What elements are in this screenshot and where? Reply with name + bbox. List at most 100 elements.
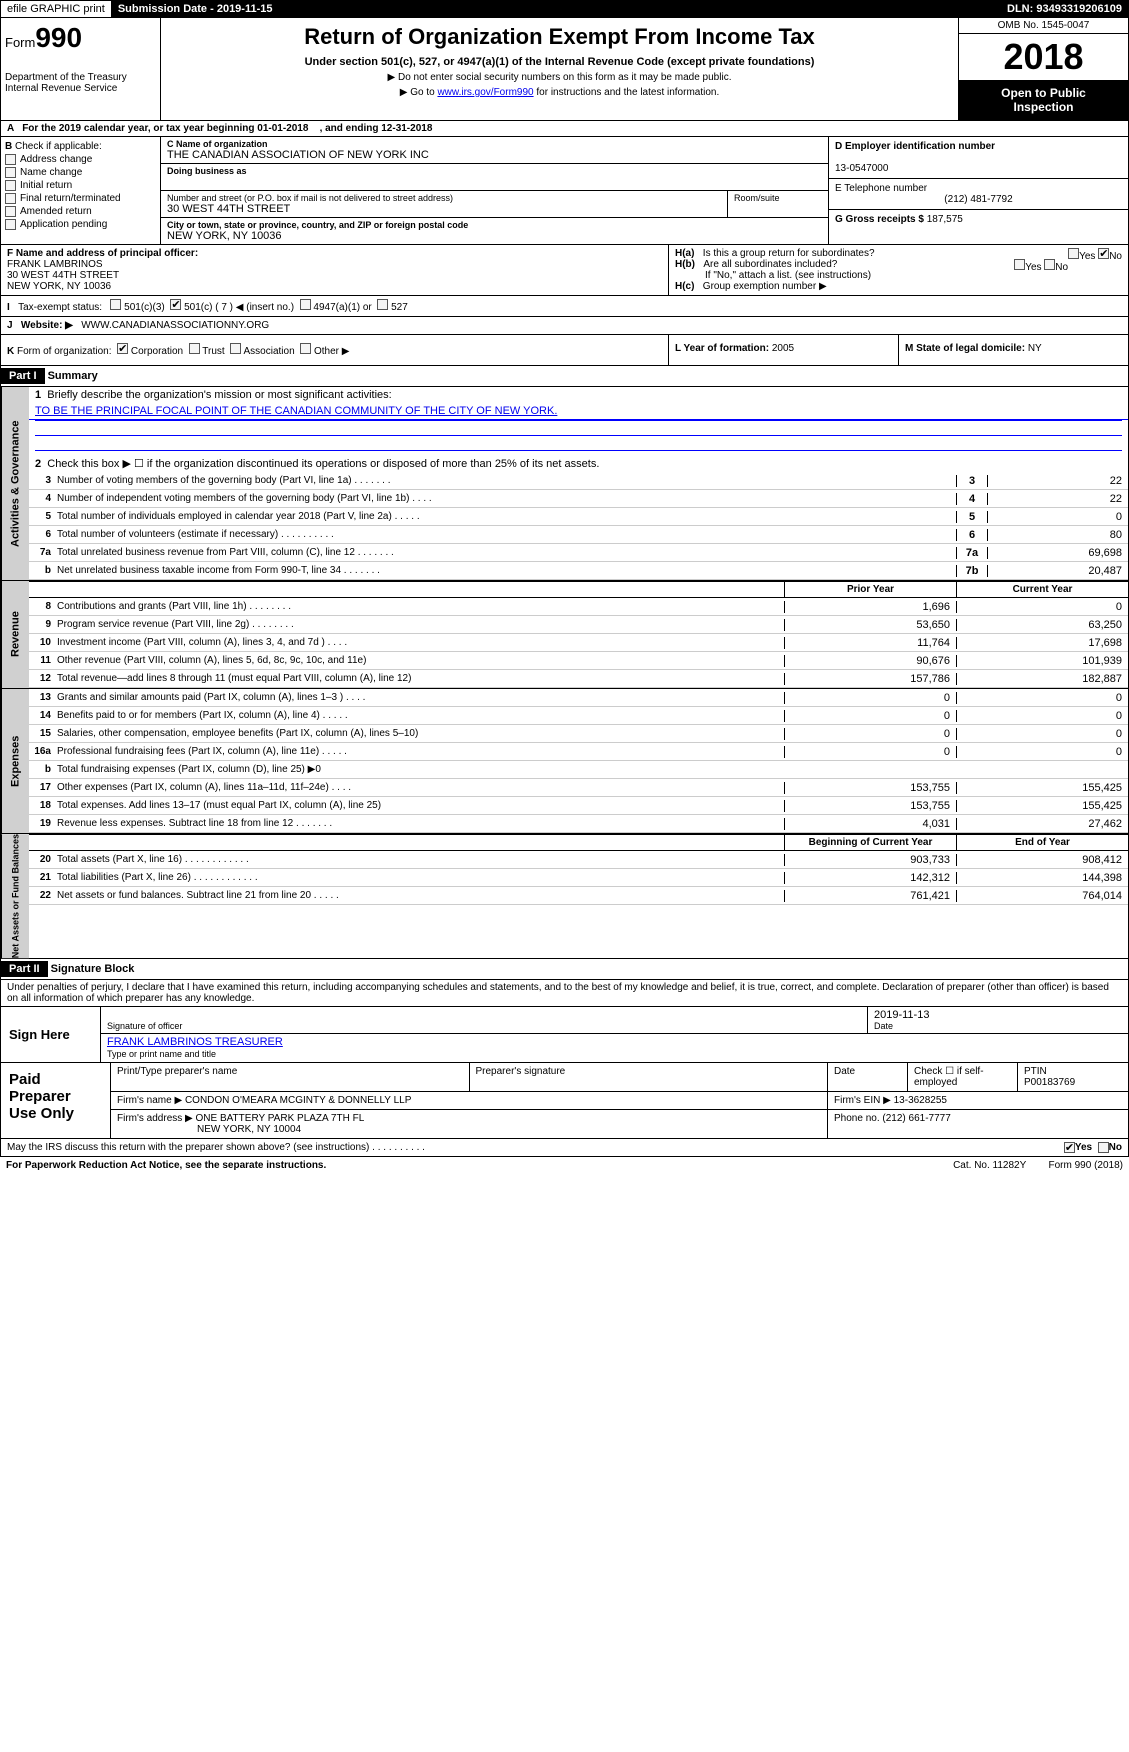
addr-lbl: Firm's address ▶ xyxy=(117,1113,193,1124)
current-val: 155,425 xyxy=(956,782,1128,794)
e-lbl: E Telephone number xyxy=(835,183,927,194)
rowa-end: 12-31-2018 xyxy=(381,123,432,134)
line-ref: 7a xyxy=(956,547,988,559)
officer-name: FRANK LAMBRINOS xyxy=(7,259,103,270)
row-k-l-m: K Form of organization: Corporation Trus… xyxy=(0,335,1129,366)
ein: 13-0547000 xyxy=(835,163,888,174)
firm-phone: (212) 661-7777 xyxy=(882,1113,950,1124)
line-num: 17 xyxy=(29,782,57,793)
ha-no-checkbox[interactable] xyxy=(1098,248,1109,259)
org-name: THE CANADIAN ASSOCIATION OF NEW YORK INC xyxy=(167,149,822,161)
b-item-label: Application pending xyxy=(20,219,107,230)
discuss-question: May the IRS discuss this return with the… xyxy=(7,1142,425,1153)
hdr-begin: Beginning of Current Year xyxy=(784,835,956,850)
prep-title: Paid Preparer Use Only xyxy=(1,1063,111,1138)
signature-block: Under penalties of perjury, I declare th… xyxy=(0,980,1129,1063)
revenue-section: Revenue Prior YearCurrent Year 8Contribu… xyxy=(0,581,1129,689)
hb-no-checkbox[interactable] xyxy=(1044,259,1055,270)
line-num: 4 xyxy=(29,493,57,504)
mission-text[interactable]: TO BE THE PRINCIPAL FOCAL POINT OF THE C… xyxy=(35,405,557,417)
signer-name[interactable]: FRANK LAMBRINOS TREASURER xyxy=(107,1036,283,1048)
form-title: Return of Organization Exempt From Incom… xyxy=(167,24,952,50)
b-label: Check if applicable: xyxy=(15,141,102,152)
opt-527: 527 xyxy=(391,302,408,313)
current-val: 63,250 xyxy=(956,619,1128,631)
current-val: 27,462 xyxy=(956,818,1128,830)
hb-yes-checkbox[interactable] xyxy=(1014,259,1025,270)
b-checkbox[interactable] xyxy=(5,193,16,204)
b-checkbox[interactable] xyxy=(5,206,16,217)
city-lbl: City or town, state or province, country… xyxy=(167,220,822,230)
b-checkbox[interactable] xyxy=(5,219,16,230)
row-f-h: F Name and address of principal officer:… xyxy=(0,245,1129,296)
ha-label: Is this a group return for subordinates? xyxy=(703,248,875,259)
trust-checkbox[interactable] xyxy=(189,343,200,354)
line-val: 22 xyxy=(988,475,1128,487)
b-item-label: Name change xyxy=(20,167,82,178)
corp-checkbox[interactable] xyxy=(117,343,128,354)
501c-checkbox[interactable] xyxy=(170,299,181,310)
spacer xyxy=(280,1,1002,17)
row-a: A For the 2019 calendar year, or tax yea… xyxy=(0,121,1129,137)
firm-addr1: ONE BATTERY PARK PLAZA 7TH FL xyxy=(196,1113,365,1124)
prior-val: 153,755 xyxy=(784,800,956,812)
discuss-yes-checkbox[interactable] xyxy=(1064,1142,1075,1153)
m-lbl: M State of legal domicile: xyxy=(905,343,1025,354)
expenses-section: Expenses 13Grants and similar amounts pa… xyxy=(0,689,1129,834)
prep-h5: PTIN xyxy=(1024,1066,1047,1077)
rowa-mid: , and ending xyxy=(320,123,382,134)
firm-name: CONDON O'MEARA MCGINTY & DONNELLY LLP xyxy=(185,1095,411,1106)
line-num: 11 xyxy=(29,655,57,666)
f-lbl: F Name and address of principal officer: xyxy=(7,248,198,259)
form-subtitle: Under section 501(c), 527, or 4947(a)(1)… xyxy=(167,56,952,68)
irs-link[interactable]: www.irs.gov/Form990 xyxy=(437,87,533,98)
ha-yes-checkbox[interactable] xyxy=(1068,248,1079,259)
vtab-netassets: Net Assets or Fund Balances xyxy=(1,834,29,958)
line-val: 20,487 xyxy=(988,565,1128,577)
4947-checkbox[interactable] xyxy=(300,299,311,310)
sig-lbl: Signature of officer xyxy=(107,1021,861,1031)
b-checkbox[interactable] xyxy=(5,167,16,178)
527-checkbox[interactable] xyxy=(377,299,388,310)
line-num: b xyxy=(29,565,57,576)
line-num: 7a xyxy=(29,547,57,558)
prior-val: 1,696 xyxy=(784,601,956,613)
assoc-checkbox[interactable] xyxy=(230,343,241,354)
activities-governance: Activities & Governance 1 Briefly descri… xyxy=(0,387,1129,581)
part2-header: Part II Signature Block xyxy=(0,959,1129,980)
opt-501c: 501(c) ( 7 ) ◀ (insert no.) xyxy=(184,302,294,313)
other-checkbox[interactable] xyxy=(300,343,311,354)
rowa-pre: For the 2019 calendar year, or tax year … xyxy=(22,123,257,134)
part1-header: Part I Summary xyxy=(0,366,1129,387)
top-bar: efile GRAPHIC print Submission Date - 20… xyxy=(0,0,1129,18)
officer-city: NEW YORK, NY 10036 xyxy=(7,281,111,292)
line-desc: Professional fundraising fees (Part IX, … xyxy=(57,744,784,759)
line-num: 6 xyxy=(29,529,57,540)
street-lbl: Number and street (or P.O. box if mail i… xyxy=(167,193,721,203)
line-desc: Total unrelated business revenue from Pa… xyxy=(57,545,956,560)
current-val: 908,412 xyxy=(956,854,1128,866)
line-num: 20 xyxy=(29,854,57,865)
room-lbl: Room/suite xyxy=(734,193,822,203)
current-val: 155,425 xyxy=(956,800,1128,812)
b-checkbox[interactable] xyxy=(5,180,16,191)
discuss-no-checkbox[interactable] xyxy=(1098,1142,1109,1153)
d-lbl: D Employer identification number xyxy=(835,141,995,152)
b-item-label: Initial return xyxy=(20,180,72,191)
501c3-checkbox[interactable] xyxy=(110,299,121,310)
line-desc: Program service revenue (Part VIII, line… xyxy=(57,617,784,632)
vtab-governance: Activities & Governance xyxy=(1,387,29,580)
part1-title: Summary xyxy=(48,370,98,382)
prior-val: 0 xyxy=(784,728,956,740)
col-c: C Name of organizationTHE CANADIAN ASSOC… xyxy=(161,137,828,244)
b-checkbox[interactable] xyxy=(5,154,16,165)
line-desc: Total number of individuals employed in … xyxy=(57,509,956,524)
prior-val: 11,764 xyxy=(784,637,956,649)
line-desc: Other expenses (Part IX, column (A), lin… xyxy=(57,780,784,795)
note-link: ▶ Go to www.irs.gov/Form990 for instruct… xyxy=(167,87,952,98)
current-val: 0 xyxy=(956,692,1128,704)
line-val: 80 xyxy=(988,529,1128,541)
dept-treasury: Department of the Treasury xyxy=(5,72,156,83)
l-lbl: L Year of formation: xyxy=(675,343,769,354)
line-desc: Total assets (Part X, line 16) . . . . .… xyxy=(57,852,784,867)
